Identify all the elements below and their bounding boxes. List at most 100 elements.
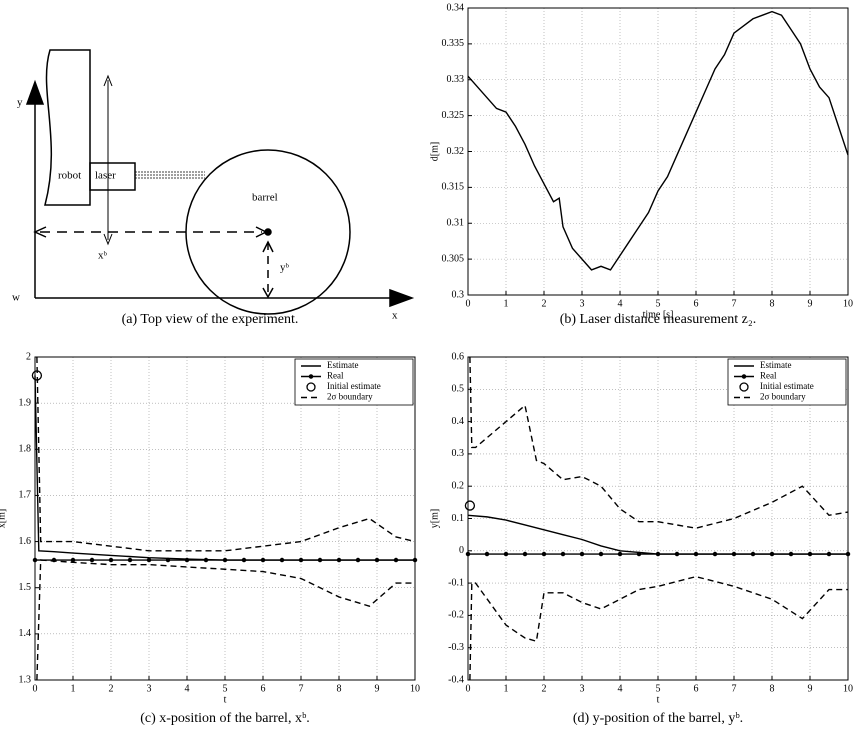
legend-swatch	[306, 382, 316, 392]
marker-dot	[522, 551, 528, 557]
marker-dot	[317, 557, 323, 563]
marker-dot	[108, 557, 114, 563]
x-tick-label: 7	[299, 683, 304, 694]
legend-label: 2σ boundary	[760, 392, 806, 402]
marker-dot	[203, 557, 209, 563]
marker-dot	[165, 557, 171, 563]
y-tick-label: 1.4	[19, 628, 32, 639]
marker-dot	[336, 557, 342, 563]
y-axis-label: y[m]	[429, 509, 440, 528]
marker-dot	[579, 551, 585, 557]
marker-dot	[89, 557, 95, 563]
caption: (a) Top view of the experiment.	[122, 312, 299, 327]
label: w	[12, 292, 20, 304]
marker-dot	[560, 551, 566, 557]
x-tick-label: 4	[185, 683, 190, 694]
y-tick-label: 0.305	[442, 253, 465, 264]
laser-box	[89, 162, 136, 191]
marker-dot	[374, 557, 380, 563]
marker-dot	[393, 557, 399, 563]
x-axis-label: time [s]	[643, 309, 674, 320]
x-tick-label: 4	[618, 298, 623, 309]
x-tick-label: 6	[261, 683, 266, 694]
x-tick-label: 0	[33, 683, 38, 694]
marker-dot	[807, 551, 813, 557]
y-tick-label: 0	[459, 545, 464, 556]
x-tick-label: 1	[504, 298, 509, 309]
x-tick-label: 7	[732, 683, 737, 694]
y-tick-label: 0.31	[447, 218, 465, 229]
label: barrel	[252, 192, 278, 204]
plot-frame	[34, 356, 416, 681]
legend-label: Real	[760, 371, 777, 381]
marker-circle	[464, 500, 476, 511]
y-tick-label: 0.5	[452, 384, 465, 395]
x-tick-label: 0	[466, 683, 471, 694]
diagram	[25, 49, 415, 315]
x-tick-label: 5	[223, 683, 228, 694]
legend-label: Estimate	[327, 360, 359, 370]
legend-label: Real	[327, 371, 344, 381]
marker-dot	[503, 551, 509, 557]
marker-dot	[70, 557, 76, 563]
x-tick-label: 3	[580, 683, 585, 694]
legend-swatch	[308, 374, 314, 379]
label: y	[17, 97, 23, 109]
marker-dot	[412, 557, 418, 563]
label: robot	[58, 170, 81, 182]
marker-dot	[465, 551, 471, 557]
y-tick-label: 1.3	[19, 674, 32, 685]
y-tick-label: 0.325	[442, 110, 465, 121]
x-tick-label: 6	[694, 683, 699, 694]
y-tick-label: 0.32	[447, 146, 465, 157]
y-axis-label: d[m]	[429, 142, 440, 161]
y-tick-label: 1.7	[19, 490, 32, 501]
legend-swatch	[739, 382, 749, 392]
barrel-center	[264, 228, 272, 236]
y-tick-label: 2	[26, 351, 31, 362]
label: x	[392, 310, 398, 322]
marker-dot	[355, 557, 361, 563]
y-tick-label: -0.1	[448, 577, 464, 588]
marker-dot	[127, 557, 133, 563]
y-tick-label: 0.33	[447, 74, 465, 85]
x-axis-label: t	[657, 694, 660, 705]
y-tick-label: -0.2	[448, 610, 464, 621]
y-tick-label: 0.6	[452, 351, 465, 362]
y-tick-label: 0.2	[452, 480, 465, 491]
y-axis-label: x[m]	[0, 509, 7, 528]
legend-label: Initial estimate	[327, 381, 381, 391]
marker-dot	[279, 557, 285, 563]
x-tick-label: 10	[843, 298, 853, 309]
label: yᵇ	[280, 262, 290, 274]
caption: (c) x-position of the barrel, xᵇ.	[140, 711, 310, 726]
y-tick-label: 1.5	[19, 582, 32, 593]
marker-dot	[731, 551, 737, 557]
x-tick-label: 4	[618, 683, 623, 694]
x-tick-label: 8	[770, 298, 775, 309]
x-tick-label: 1	[71, 683, 76, 694]
x-tick-label: 1	[504, 683, 509, 694]
marker-dot	[674, 551, 680, 557]
series-line	[467, 10, 849, 271]
arrow	[25, 79, 45, 105]
x-tick-label: 6	[694, 298, 699, 309]
marker-dot	[146, 557, 152, 563]
marker-dot	[260, 557, 266, 563]
marker-dot	[693, 551, 699, 557]
marker-dot	[845, 551, 851, 557]
marker-dot	[184, 557, 190, 563]
x-tick-label: 9	[375, 683, 380, 694]
arrow	[262, 240, 274, 299]
y-tick-label: 0.34	[447, 2, 465, 13]
y-tick-label: 0.1	[452, 513, 465, 524]
plot-frame	[467, 356, 849, 681]
series-line	[467, 514, 848, 555]
marker-dot	[826, 551, 832, 557]
x-tick-label: 10	[843, 683, 853, 694]
legend-label: Estimate	[760, 360, 792, 370]
x-tick-label: 3	[147, 683, 152, 694]
x-tick-label: 7	[732, 298, 737, 309]
